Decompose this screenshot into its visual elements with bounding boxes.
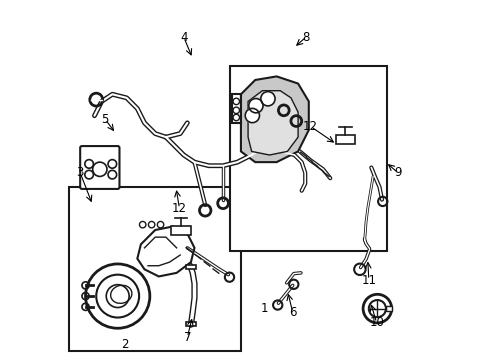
Circle shape <box>260 91 275 106</box>
Bar <box>385 306 391 311</box>
Text: 2: 2 <box>121 338 128 351</box>
Polygon shape <box>241 76 308 162</box>
Bar <box>69 187 241 351</box>
Text: 4: 4 <box>180 31 187 44</box>
Bar <box>185 322 195 327</box>
Text: 5: 5 <box>102 113 109 126</box>
Bar <box>335 135 354 144</box>
Bar <box>185 265 195 269</box>
Text: 1: 1 <box>260 302 267 315</box>
FancyBboxPatch shape <box>80 146 119 189</box>
Text: 10: 10 <box>368 316 384 329</box>
Text: 8: 8 <box>302 31 309 44</box>
Text: 7: 7 <box>183 331 191 344</box>
Bar <box>171 226 190 235</box>
Text: 3: 3 <box>76 166 84 179</box>
Bar <box>230 66 386 251</box>
Circle shape <box>248 99 263 113</box>
Polygon shape <box>247 91 298 155</box>
Text: 6: 6 <box>288 306 296 319</box>
Circle shape <box>244 108 259 123</box>
Text: 11: 11 <box>361 274 376 287</box>
Text: 9: 9 <box>393 166 401 179</box>
Text: 12: 12 <box>303 120 317 133</box>
Text: 12: 12 <box>172 202 186 215</box>
